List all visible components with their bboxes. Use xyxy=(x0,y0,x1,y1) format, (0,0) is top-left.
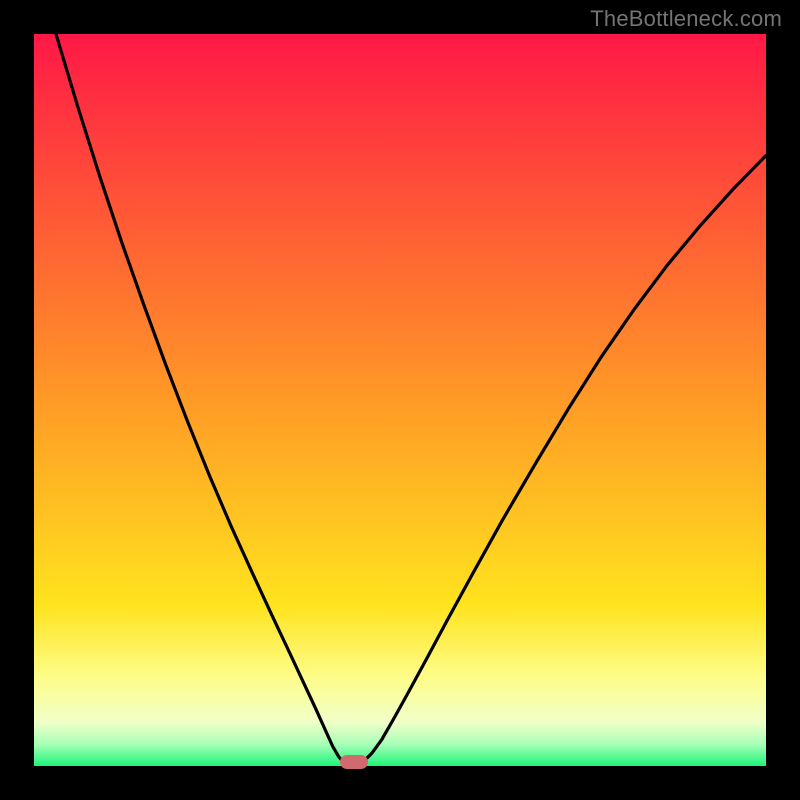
watermark-text: TheBottleneck.com xyxy=(590,6,782,32)
optimal-point-marker xyxy=(340,755,368,768)
chart-plot-area xyxy=(34,34,766,766)
